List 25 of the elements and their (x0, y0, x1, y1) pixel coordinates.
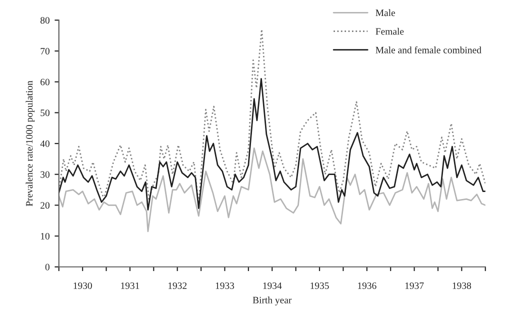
y-tick-label: 40 (40, 140, 50, 147)
y-tick-label: 10 (40, 232, 50, 240)
y-tick-label: 80 (40, 17, 50, 24)
x-axis-title: Birth year (252, 296, 292, 306)
x-tick-label: 1933 (216, 282, 234, 289)
y-tick-label: 0 (45, 264, 50, 270)
x-tick-label: 1937 (405, 282, 424, 289)
y-tick-label: 70 (40, 48, 50, 54)
x-tick-label: 1931 (121, 282, 140, 289)
y-axis-title: Prevalence rate/1000 population (26, 80, 35, 206)
y-tick-label: 60 (40, 78, 50, 86)
x-tick-label: 1936 (358, 282, 376, 289)
x-tick-label: 1934 (263, 282, 282, 289)
x-tick-label: 1938 (452, 282, 472, 289)
x-tick-label: 1930 (74, 282, 92, 289)
legend-label: Male (376, 9, 396, 16)
line-series (58, 78, 486, 211)
legend-label: Female (376, 28, 404, 35)
y-tick-label: 30 (40, 171, 50, 178)
y-tick-label: 20 (40, 202, 50, 209)
x-tick-label: 1932 (168, 282, 187, 289)
x-tick-label: 1935 (310, 282, 329, 289)
y-tick-label: 50 (40, 110, 50, 116)
line-series (58, 147, 486, 232)
legend-label: Male and female combined (376, 46, 482, 54)
